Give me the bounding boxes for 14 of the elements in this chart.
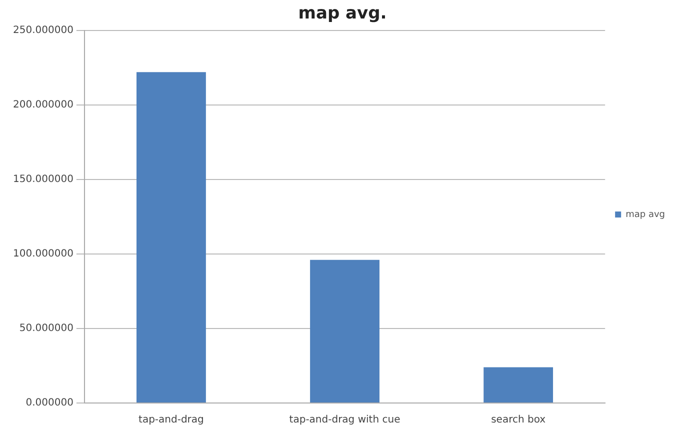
y-tick-label: 0.000000: [26, 398, 74, 409]
bar: [136, 72, 206, 402]
legend-label: map avg: [626, 210, 666, 220]
x-tick-label: search box: [491, 414, 546, 426]
y-tick-label: 50.000000: [19, 323, 74, 334]
x-tick-label: tap-and-drag with cue: [289, 414, 400, 426]
y-tick-label: 200.000000: [12, 100, 74, 111]
y-tick-label: 250.000000: [12, 24, 74, 36]
chart-title: map avg.: [298, 4, 387, 24]
bar: [310, 260, 380, 402]
y-tick-label: 150.000000: [12, 174, 74, 186]
x-tick-label: tap-and-drag: [138, 414, 204, 426]
bar: [484, 367, 554, 402]
y-tick-label: 100.000000: [12, 248, 74, 260]
